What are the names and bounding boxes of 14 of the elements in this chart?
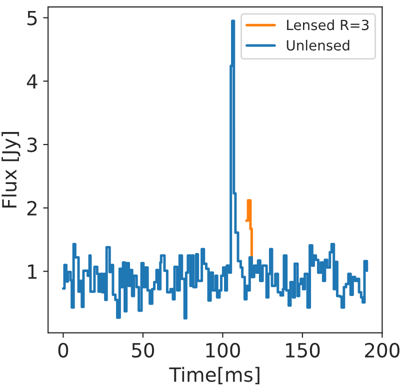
x-axis-title: Time[ms] bbox=[169, 366, 260, 384]
x-tick-label: 100 bbox=[206, 342, 240, 358]
x-tick-label: 150 bbox=[286, 342, 320, 358]
y-tick-label: 4 bbox=[26, 74, 38, 89]
legend-label: Unlensed bbox=[286, 40, 350, 51]
y-tick-label: 1 bbox=[28, 264, 37, 279]
y-tick-label: 5 bbox=[27, 10, 37, 26]
y-tick-label: 2 bbox=[27, 200, 36, 216]
legend-label: Lensed R=3 bbox=[287, 19, 369, 30]
x-tick-label: 200 bbox=[365, 342, 400, 358]
x-tick-label: 0 bbox=[58, 342, 68, 358]
x-tick-label: 50 bbox=[132, 342, 154, 358]
y-tick-label: 3 bbox=[27, 137, 37, 152]
y-axis-title: Flux [Jy] bbox=[2, 132, 20, 208]
